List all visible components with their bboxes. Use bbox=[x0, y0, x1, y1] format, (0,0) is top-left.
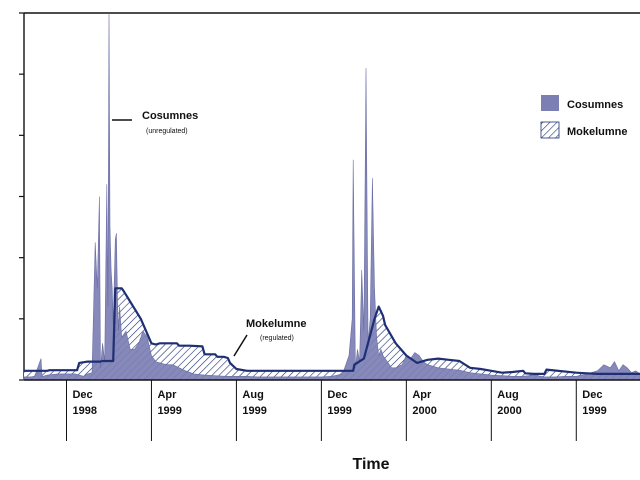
x-tick-year-4: 2000 bbox=[412, 405, 436, 417]
y-axis bbox=[19, 12, 25, 381]
legend: Cosumnes Mokelumne bbox=[540, 95, 628, 139]
x-tick-month-4: Apr bbox=[412, 389, 432, 401]
mokelumne-annotation-title: Mokelumne bbox=[246, 318, 307, 330]
mokelumne-line-group bbox=[24, 287, 640, 375]
x-tick-month-2: Aug bbox=[242, 389, 263, 401]
x-tick-year-3: 1999 bbox=[327, 405, 351, 417]
mokelumne-area bbox=[24, 288, 640, 380]
x-tick-month-1: Apr bbox=[157, 389, 177, 401]
cosumnes-area bbox=[23, 12, 640, 381]
x-tick-month-0: Dec bbox=[72, 389, 92, 401]
legend-swatch-cosumnes bbox=[541, 95, 559, 111]
legend-item-cosumnes: Cosumnes bbox=[541, 95, 623, 111]
x-tick-year-1: 1999 bbox=[157, 405, 181, 417]
cosumnes-series bbox=[23, 12, 640, 381]
x-ticks: Dec 1998 Apr 1999 Aug 1999 Dec 1999 Apr 2000 Aug 20… bbox=[65, 380, 607, 441]
x-tick-year-2: 1999 bbox=[242, 405, 266, 417]
legend-swatch-mokelumne bbox=[540, 121, 560, 139]
y-ticks bbox=[19, 12, 24, 381]
x-axis-label: Time bbox=[352, 456, 389, 473]
mokelumne-annotation-leader bbox=[233, 334, 248, 357]
cosumnes-annotation: Cosumnes (unregulated) bbox=[112, 110, 198, 135]
x-tick-year-5: 2000 bbox=[497, 405, 521, 417]
mokelumne-annotation: Mokelumne (regulated) bbox=[233, 318, 307, 357]
mokelumne-line bbox=[24, 287, 640, 375]
x-tick-month-3: Dec bbox=[327, 389, 347, 401]
x-tick-month-6: Dec bbox=[582, 389, 602, 401]
legend-label-cosumnes: Cosumnes bbox=[567, 99, 623, 111]
mokelumne-annotation-subtitle: (regulated) bbox=[260, 335, 294, 342]
cosumnes-annotation-subtitle: (unregulated) bbox=[146, 128, 188, 135]
x-tick-year-6: 1999 bbox=[582, 405, 606, 417]
cosumnes-annotation-title: Cosumnes bbox=[142, 110, 198, 122]
mokelumne-series bbox=[24, 288, 640, 380]
legend-item-mokelumne: Mokelumne bbox=[540, 121, 628, 139]
legend-label-mokelumne: Mokelumne bbox=[567, 126, 628, 138]
x-tick-month-5: Aug bbox=[497, 389, 518, 401]
x-tick-year-0: 1998 bbox=[72, 405, 96, 417]
